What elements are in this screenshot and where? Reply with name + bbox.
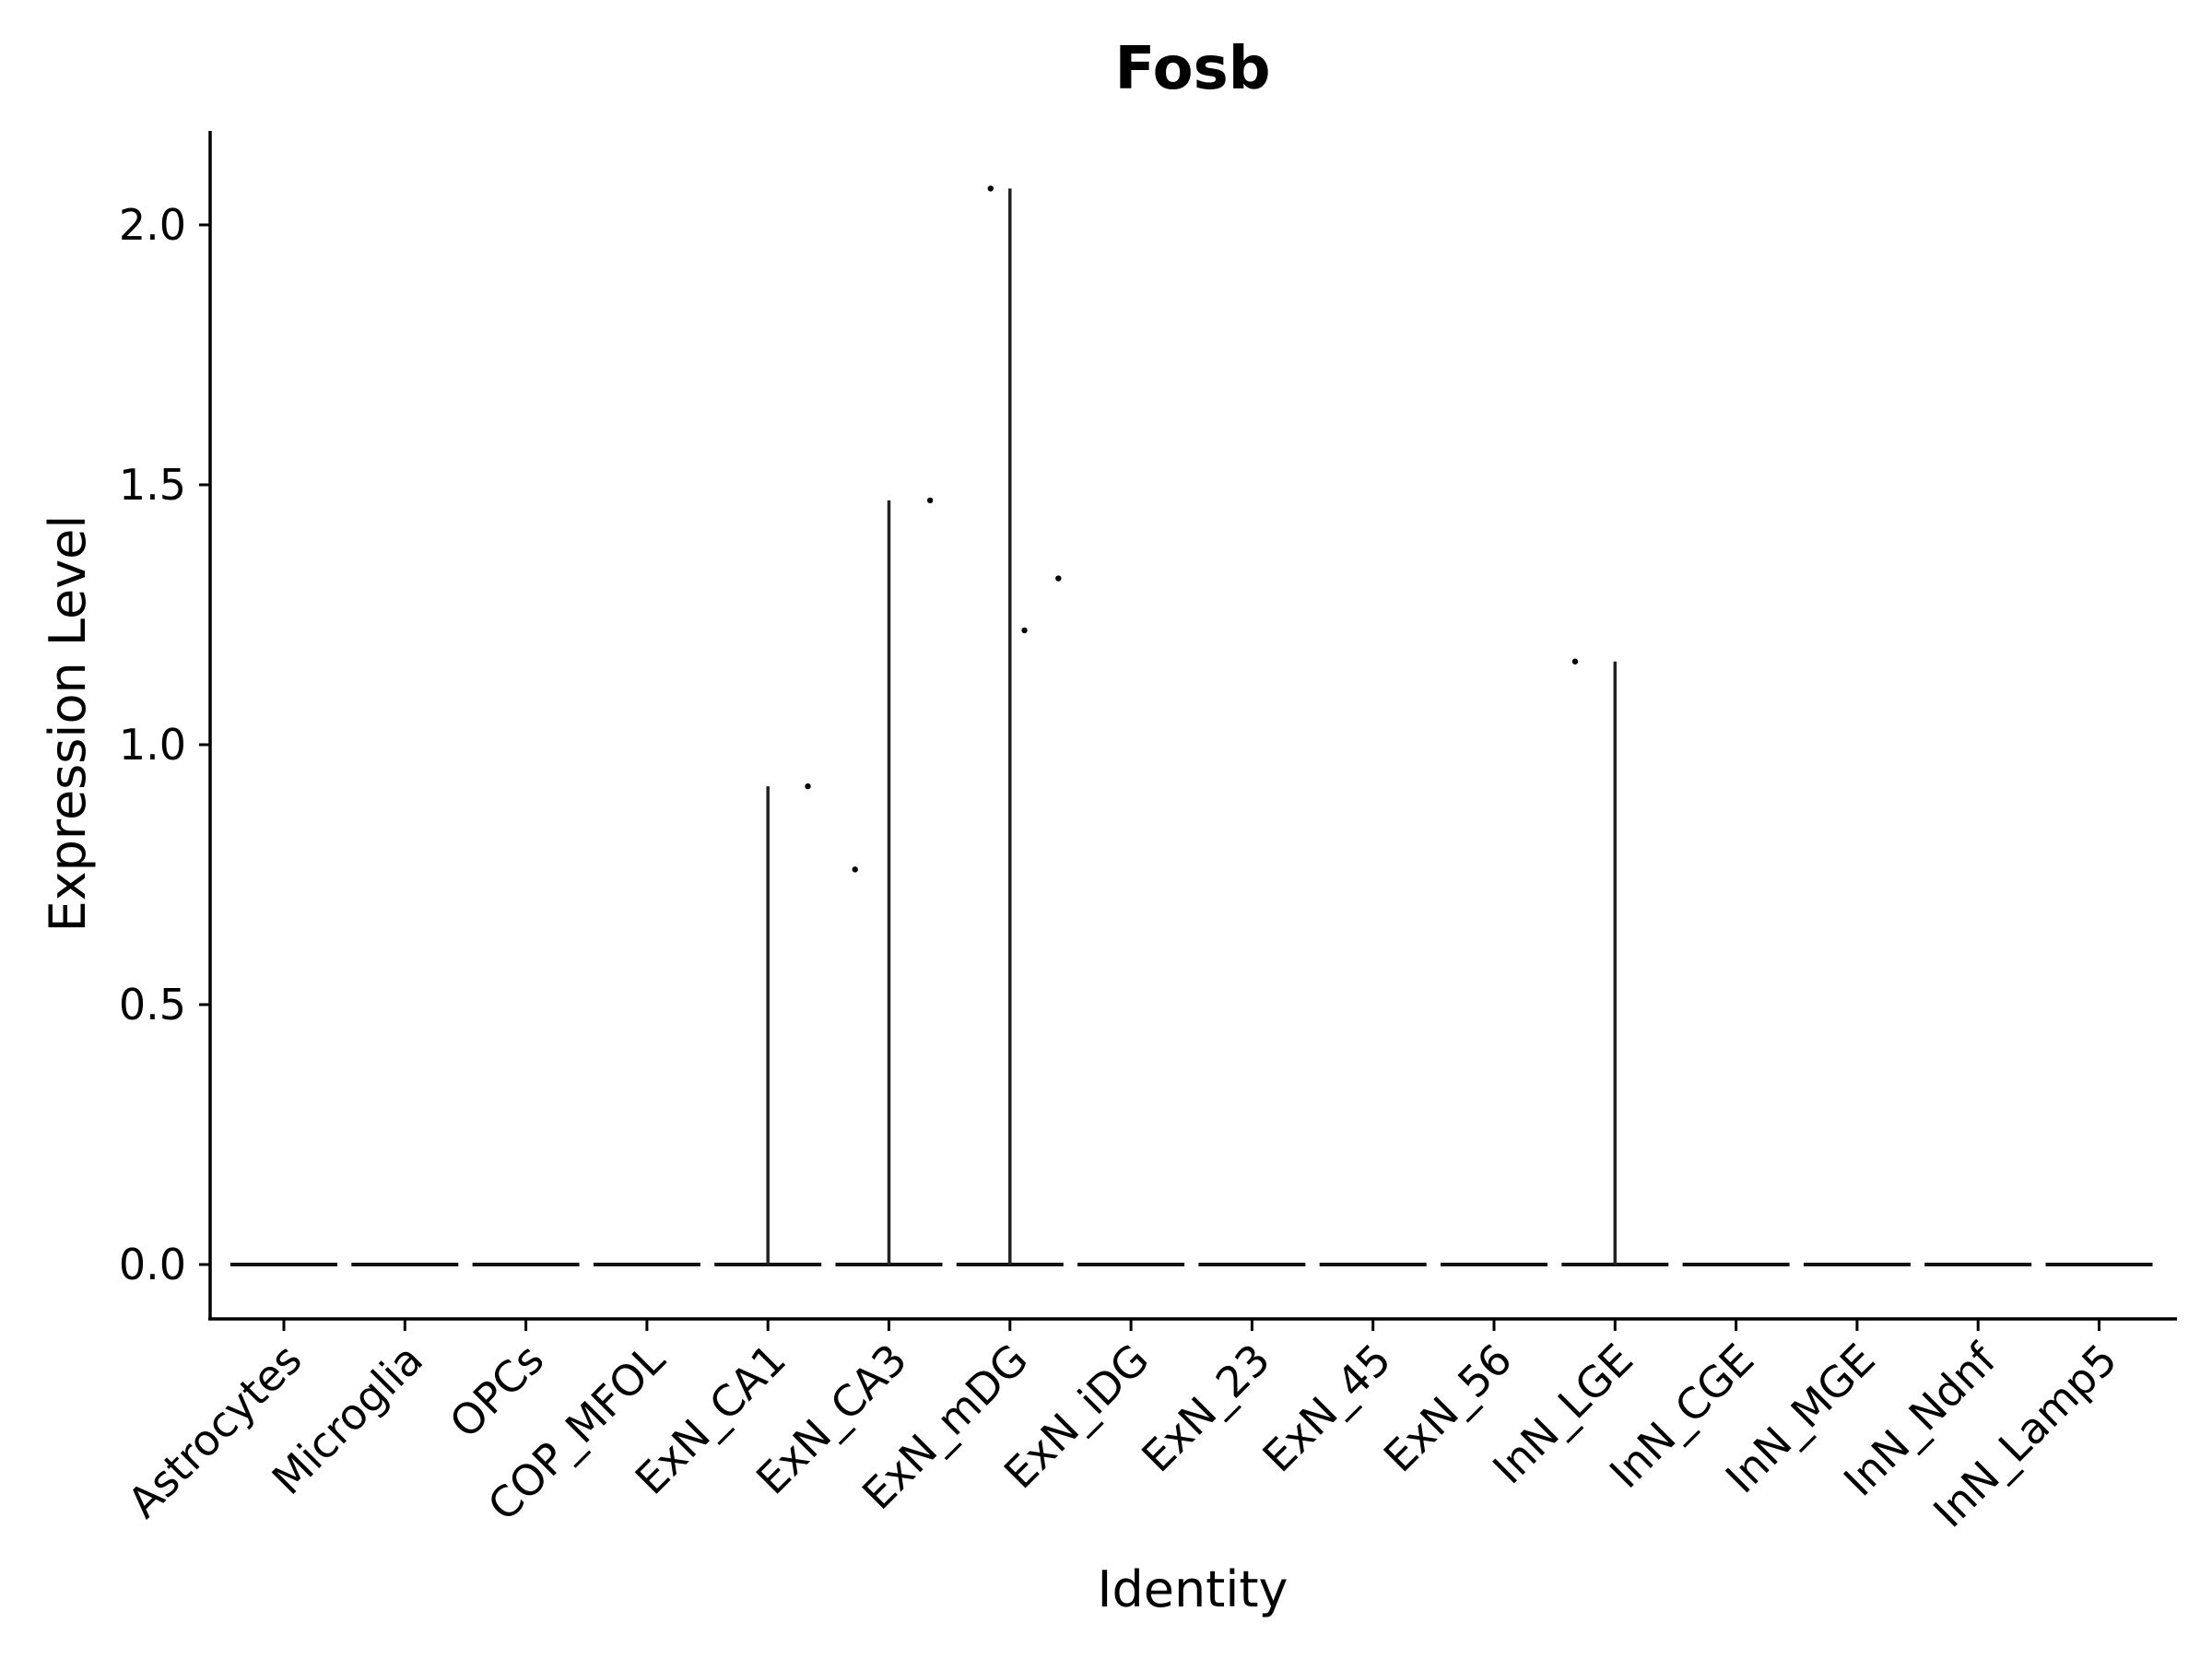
data-point <box>805 782 811 790</box>
data-point <box>926 497 934 504</box>
y-tick-label: 0.5 <box>119 980 186 1030</box>
x-tick-label: Astrocytes <box>118 1335 312 1528</box>
x-tick-label: ExN_23 <box>1132 1335 1279 1482</box>
y-tick-label: 1.5 <box>119 460 186 510</box>
y-tick-label: 0.0 <box>119 1240 186 1289</box>
x-tick-label: ExN_45 <box>1253 1335 1401 1482</box>
x-axis-label: Identity <box>1098 1560 1288 1618</box>
y-tick-label: 1.0 <box>119 720 186 770</box>
data-point <box>987 185 994 192</box>
data-point <box>1571 658 1579 665</box>
x-tick-label: OPCs <box>440 1335 553 1448</box>
data-point <box>852 866 858 873</box>
y-tick-label: 2.0 <box>119 200 186 250</box>
y-axis-label: Expression Level <box>39 515 97 933</box>
chart-title: Fosb <box>1115 35 1271 103</box>
data-point <box>1021 627 1028 634</box>
data-point <box>1055 575 1062 582</box>
